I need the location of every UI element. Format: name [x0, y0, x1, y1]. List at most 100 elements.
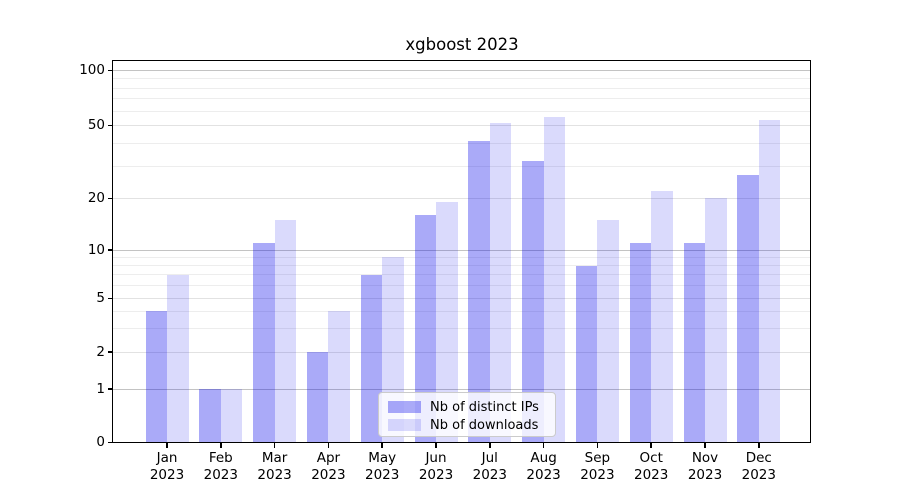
- x-tick-label-apr: Apr 2023: [296, 450, 360, 483]
- x-tick-month: Jun: [425, 450, 447, 466]
- legend-item-distinct-ips: Nb of distinct IPs: [388, 398, 546, 416]
- bar-downloads-sep: [597, 219, 619, 443]
- bar-distinct-ips-mar: [253, 242, 275, 443]
- x-tick-month: Apr: [316, 450, 341, 466]
- bar-downloads-jun: [436, 202, 458, 443]
- gridline-30: [113, 165, 810, 167]
- legend-label-distinct-ips: Nb of distinct IPs: [430, 399, 539, 415]
- chart-title: xgboost 2023: [405, 35, 519, 54]
- y-tick-label-1: 1: [96, 380, 105, 397]
- x-tick-month: Feb: [208, 450, 233, 466]
- x-tick-year: 2023: [365, 466, 400, 483]
- gridline-40: [113, 142, 810, 144]
- y-tick-20: [107, 197, 112, 200]
- gridline-70: [113, 98, 810, 100]
- x-tick-year: 2023: [149, 466, 185, 483]
- x-tick-year: 2023: [418, 466, 454, 483]
- x-tick-jul: [489, 443, 491, 448]
- x-tick-sep: [596, 443, 599, 448]
- x-tick-oct: [650, 443, 652, 448]
- gridline-7: [113, 274, 810, 276]
- x-tick-label-may: May 2023: [350, 450, 414, 483]
- x-tick-label-oct: Oct 2023: [619, 450, 683, 483]
- y-tick-label-10: 10: [87, 241, 105, 258]
- legend-swatch-distinct-ips: [388, 400, 421, 414]
- gridline-80: [113, 87, 810, 89]
- x-tick-label-dec: Dec 2023: [727, 450, 791, 483]
- gridline-6: [113, 285, 810, 287]
- x-tick-year: 2023: [634, 466, 669, 483]
- x-tick-month: Aug: [530, 450, 557, 466]
- legend: Nb of distinct IPs Nb of downloads: [378, 392, 556, 437]
- y-tick-label-50: 50: [87, 117, 105, 134]
- x-tick-dec: [758, 443, 760, 448]
- x-tick-month: Jan: [156, 450, 178, 466]
- x-tick-year: 2023: [472, 466, 507, 483]
- bar-distinct-ips-may: [360, 274, 383, 443]
- bar-distinct-ips-oct: [629, 242, 652, 443]
- x-tick-label-jun: Jun 2023: [404, 450, 468, 483]
- x-tick-year: 2023: [580, 466, 615, 483]
- y-tick-label-20: 20: [87, 189, 105, 206]
- bar-distinct-ips-feb: [199, 389, 221, 443]
- bar-distinct-ips-jul: [468, 141, 490, 443]
- bar-downloads-nov: [705, 198, 727, 443]
- bar-distinct-ips-jun: [414, 214, 436, 443]
- x-tick-label-sep: Sep 2023: [565, 450, 629, 483]
- gridline-20: [113, 197, 810, 199]
- x-tick-year: 2023: [526, 466, 561, 483]
- x-tick-month: Oct: [639, 450, 663, 466]
- x-tick-month: Nov: [691, 450, 719, 466]
- gridline-8: [113, 265, 810, 267]
- y-tick-0: [107, 441, 112, 444]
- gridline-4: [113, 310, 810, 312]
- bar-downloads-dec: [758, 119, 781, 443]
- x-tick-label-mar: Mar 2023: [243, 450, 307, 483]
- x-tick-nov: [704, 443, 706, 448]
- gridline-1: [113, 388, 810, 390]
- x-tick-year: 2023: [203, 466, 238, 483]
- x-tick-label-jul: Jul 2023: [458, 450, 522, 483]
- bar-distinct-ips-apr: [306, 352, 329, 443]
- bar-downloads-aug: [543, 116, 566, 443]
- y-tick-5: [107, 297, 112, 300]
- x-tick-year: 2023: [311, 466, 346, 483]
- x-tick-may: [381, 443, 383, 448]
- gridline-10: [113, 249, 810, 251]
- bar-downloads-jul: [489, 122, 512, 443]
- legend-label-downloads: Nb of downloads: [430, 417, 539, 433]
- bar-downloads-apr: [328, 311, 350, 443]
- bar-downloads-oct: [651, 190, 673, 443]
- y-tick-50: [107, 124, 112, 127]
- x-tick-label-jan: Jan 2023: [135, 450, 199, 483]
- bar-downloads-mar: [274, 219, 297, 443]
- x-tick-month: May: [368, 450, 397, 466]
- bar-downloads-jan: [167, 274, 189, 443]
- y-tick-label-0: 0: [96, 433, 105, 450]
- x-tick-year: 2023: [257, 466, 292, 483]
- x-tick-month: Dec: [745, 450, 772, 466]
- bar-distinct-ips-nov: [683, 242, 705, 443]
- bar-distinct-ips-sep: [575, 265, 598, 443]
- y-tick-10: [107, 249, 112, 251]
- bar-downloads-feb: [220, 389, 243, 443]
- x-tick-jan: [166, 443, 168, 448]
- gridline-9: [113, 256, 810, 258]
- y-tick-100: [107, 69, 112, 72]
- x-tick-year: 2023: [687, 466, 723, 483]
- x-tick-mar: [273, 443, 276, 448]
- y-tick-label-2: 2: [96, 343, 105, 360]
- bar-distinct-ips-aug: [522, 161, 544, 443]
- x-tick-aug: [542, 443, 545, 448]
- gridline-5: [113, 297, 810, 299]
- x-tick-feb: [220, 443, 222, 448]
- x-tick-apr: [327, 443, 330, 448]
- y-tick-1: [107, 388, 112, 390]
- bar-distinct-ips-dec: [737, 174, 759, 443]
- legend-item-downloads: Nb of downloads: [388, 416, 546, 434]
- y-tick-label-100: 100: [79, 62, 105, 78]
- gridline-60: [113, 110, 810, 112]
- x-tick-jun: [435, 443, 437, 448]
- y-tick-2: [107, 351, 112, 353]
- x-tick-month: Jul: [481, 450, 498, 466]
